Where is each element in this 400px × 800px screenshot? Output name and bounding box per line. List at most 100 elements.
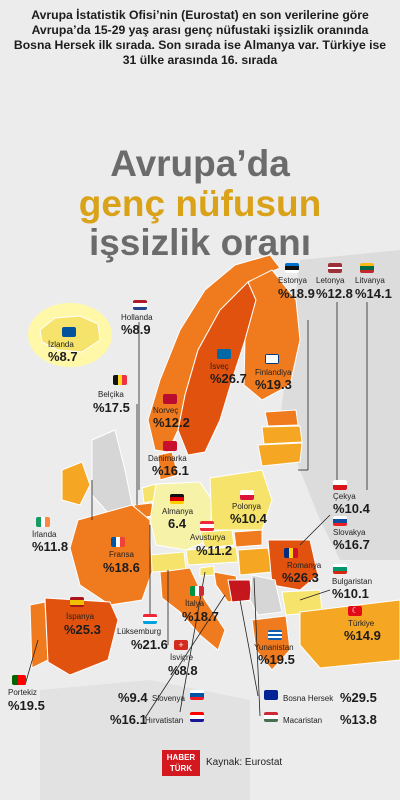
flag-lithuania bbox=[360, 263, 374, 273]
country-austria bbox=[185, 546, 239, 566]
flag-croatia bbox=[190, 712, 204, 722]
value-slovenia: %9.4 bbox=[118, 690, 148, 705]
title-line-3: işsizlik oranı bbox=[88, 222, 312, 263]
country-slovakia bbox=[233, 529, 263, 548]
value-norway: %12.2 bbox=[153, 415, 190, 430]
label-denmark: Danimarka bbox=[148, 454, 187, 463]
value-switzerland: %8.8 bbox=[168, 663, 198, 678]
label-latvia: Letonya bbox=[316, 276, 345, 285]
label-ireland: İrlanda bbox=[32, 530, 57, 539]
label-italy: İtalya bbox=[185, 599, 205, 608]
source-text: Kaynak: Eurostat bbox=[206, 757, 283, 768]
flag-iceland bbox=[62, 327, 76, 337]
flag-turkey: ☾ bbox=[348, 606, 362, 616]
label-turkey: Türkiye bbox=[348, 619, 375, 628]
flag-ireland bbox=[36, 517, 50, 527]
country-lithuania bbox=[257, 442, 303, 467]
label-bulgaria: Bulgaristan bbox=[332, 577, 373, 586]
value-finland: %19.3 bbox=[255, 377, 292, 392]
label-slovakia: Slovakya bbox=[333, 528, 366, 537]
label-finland: Finlandiya bbox=[255, 368, 292, 377]
value-ireland: %11.8 bbox=[32, 539, 69, 554]
flag-latvia bbox=[328, 263, 342, 273]
value-bosnia: %29.5 bbox=[340, 690, 377, 705]
value-austria: %11.2 bbox=[196, 543, 233, 558]
value-czechia: %10.4 bbox=[333, 501, 370, 516]
haberturk-logo: HABER TÜRK bbox=[162, 750, 200, 776]
country-turkey bbox=[299, 599, 400, 669]
label-croatia: Hırvatistan bbox=[145, 716, 184, 725]
flag-estonia bbox=[285, 263, 299, 273]
label-netherlands: Hollanda bbox=[121, 313, 153, 322]
country-romania bbox=[267, 539, 319, 591]
label-hungary: Macaristan bbox=[283, 716, 323, 725]
label-france: Fransa bbox=[109, 550, 134, 559]
value-italy: %18.7 bbox=[182, 609, 219, 624]
leader-lines bbox=[24, 302, 368, 719]
flag-austria bbox=[200, 521, 214, 531]
label-poland: Polonya bbox=[232, 502, 261, 511]
flag-sweden bbox=[217, 349, 231, 359]
flag-bosnia bbox=[264, 690, 278, 700]
value-estonia: %18.9 bbox=[278, 286, 315, 301]
flag-finland bbox=[265, 354, 279, 364]
value-portugal: %19.5 bbox=[8, 698, 45, 713]
country-hungary bbox=[237, 547, 273, 576]
country-france bbox=[69, 504, 153, 606]
value-poland: %10.4 bbox=[230, 511, 267, 526]
background-land bbox=[280, 250, 400, 560]
title-line-2: genç nüfusun bbox=[78, 183, 322, 224]
country-latvia bbox=[261, 425, 303, 445]
label-bosnia: Bosna Hersek bbox=[283, 694, 334, 703]
flag-spain bbox=[70, 597, 84, 607]
country-denmark bbox=[157, 451, 179, 481]
logo-line-2: TÜRK bbox=[169, 764, 193, 773]
flag-hungary bbox=[264, 712, 278, 722]
country-uk bbox=[91, 429, 133, 516]
flag-italy bbox=[190, 586, 204, 596]
country-serbia bbox=[249, 574, 283, 616]
label-czechia: Çekya bbox=[333, 492, 356, 501]
value-bulgaria: %10.1 bbox=[332, 586, 369, 601]
value-croatia: %16.1 bbox=[110, 712, 147, 727]
label-sweden: İsveç bbox=[210, 362, 229, 371]
value-latvia: %12.8 bbox=[316, 286, 353, 301]
label-romania: Romanya bbox=[287, 561, 322, 570]
flag-netherlands bbox=[133, 300, 147, 310]
flag-poland bbox=[240, 490, 254, 500]
flag-portugal bbox=[12, 675, 26, 685]
value-lithuania: %14.1 bbox=[355, 286, 392, 301]
label-luxembourg: Lüksemburg bbox=[117, 627, 162, 636]
label-portugal: Portekiz bbox=[8, 688, 37, 697]
country-bosnia bbox=[227, 579, 253, 603]
label-austria: Avusturya bbox=[190, 533, 226, 542]
flag-switzerland: + bbox=[174, 640, 188, 650]
value-slovakia: %16.7 bbox=[333, 537, 370, 552]
value-france: %18.6 bbox=[103, 560, 140, 575]
flag-czechia bbox=[333, 480, 347, 490]
value-romania: %26.3 bbox=[282, 570, 319, 585]
label-belgium: Belçika bbox=[98, 390, 124, 399]
country-finland bbox=[243, 269, 301, 401]
label-greece: Yunanistan bbox=[254, 643, 294, 652]
label-estonia: Estonya bbox=[278, 276, 307, 285]
country-estonia bbox=[264, 409, 299, 427]
country-spain bbox=[44, 597, 119, 676]
value-iceland: %8.7 bbox=[48, 349, 78, 364]
value-belgium: %17.5 bbox=[93, 400, 130, 415]
value-denmark: %16.1 bbox=[152, 463, 189, 478]
flag-romania bbox=[284, 548, 298, 558]
label-lithuania: Litvanya bbox=[355, 276, 385, 285]
label-norway: Norveç bbox=[153, 406, 179, 415]
label-spain: İspanya bbox=[66, 612, 95, 621]
value-netherlands: %8.9 bbox=[121, 322, 151, 337]
value-hungary: %13.8 bbox=[340, 712, 377, 727]
intro-text: Avrupa İstatistik Ofisi’nin (Eurostat) e… bbox=[13, 8, 387, 67]
value-germany: 6.4 bbox=[168, 516, 187, 531]
value-turkey: %14.9 bbox=[344, 628, 381, 643]
label-switzerland: İsviçre bbox=[170, 653, 194, 662]
flag-bulgaria bbox=[333, 564, 347, 574]
flag-slovenia bbox=[190, 690, 204, 700]
flag-germany bbox=[170, 494, 184, 504]
